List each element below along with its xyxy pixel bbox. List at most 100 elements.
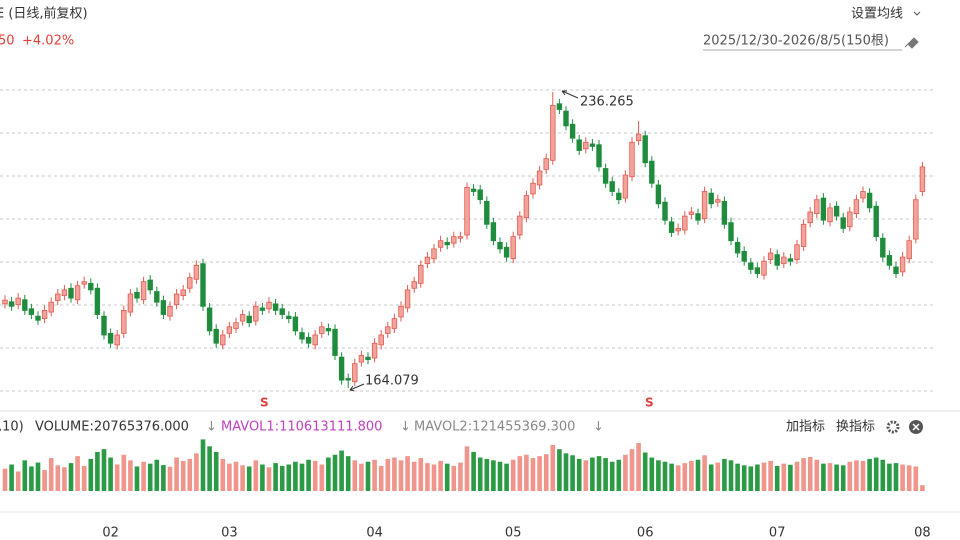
candle-body — [470, 188, 477, 192]
candle-body — [899, 256, 906, 273]
volume-bar — [88, 458, 94, 491]
candle-body — [305, 337, 312, 344]
volume-bar — [695, 459, 701, 491]
candle-body — [338, 356, 345, 381]
mavol2: MAVOL2:121455369.300 — [414, 420, 575, 435]
volume-bar — [121, 454, 127, 491]
volume-bar — [108, 457, 113, 491]
candle-body — [319, 326, 325, 334]
x-tick-label: 08 — [914, 526, 931, 540]
price: 50 — [0, 34, 15, 49]
volume-bar — [9, 464, 14, 491]
volume-bar — [95, 451, 100, 491]
candle-body — [847, 211, 853, 228]
add-indicator[interactable]: 加指标 — [786, 420, 825, 435]
candle-body — [484, 200, 490, 225]
volume-bar — [161, 465, 166, 491]
candle-body — [536, 170, 543, 186]
volume-bar — [920, 485, 925, 491]
candle-body — [833, 205, 840, 217]
volume-bar — [761, 462, 767, 491]
candle-body — [635, 133, 642, 142]
volume-bar — [431, 464, 437, 491]
volume-bar — [583, 460, 589, 491]
candle-body — [140, 281, 147, 301]
candle-body — [734, 241, 741, 254]
candle-body — [180, 289, 186, 297]
candle-body — [457, 236, 464, 239]
volume-bar — [425, 463, 430, 491]
high-label: 236.265 — [580, 95, 634, 110]
volume-bar — [42, 470, 47, 491]
candle-body — [688, 211, 695, 215]
candle-body — [721, 200, 728, 225]
volume-bar — [101, 449, 107, 491]
mavol1: MAVOL1:110613111.800 — [221, 420, 382, 435]
candle-body — [437, 240, 444, 248]
volume-bar — [774, 465, 780, 491]
volume-bar — [827, 463, 833, 491]
volume-bar — [319, 464, 325, 491]
volume-bar — [246, 466, 252, 491]
volume-bar — [378, 465, 384, 491]
gear-icon[interactable] — [886, 420, 900, 434]
volume-bar — [913, 466, 919, 491]
volume-bar — [365, 461, 371, 491]
candle-body — [517, 215, 523, 236]
ma-settings[interactable]: 设置均线 — [851, 7, 903, 22]
volume-bar — [418, 458, 424, 491]
x-tick-label: 02 — [102, 526, 119, 540]
volume-bar — [352, 460, 358, 491]
chart-title: E (日线,前复权) — [0, 6, 88, 22]
volume-bar — [62, 467, 67, 491]
candle-body — [820, 197, 827, 221]
candle-body — [728, 222, 734, 242]
signal[interactable]: S — [260, 396, 269, 410]
candle-body — [649, 160, 655, 184]
volume-bar — [814, 459, 820, 491]
candle-body — [708, 192, 714, 205]
switch-indicator[interactable]: 换指标 — [836, 420, 875, 435]
candle-body — [226, 326, 233, 334]
candle-body — [550, 104, 556, 161]
candle-body — [220, 334, 226, 346]
candle-body — [767, 252, 774, 260]
volume-bar — [68, 463, 74, 491]
candle-body — [107, 332, 114, 344]
candle-body — [68, 287, 74, 299]
volume-bar — [174, 457, 179, 491]
signal[interactable]: S — [645, 396, 654, 410]
volume-bar — [326, 457, 331, 491]
volume-bar — [306, 459, 311, 491]
volume-bar — [484, 458, 490, 491]
candle-body — [299, 332, 305, 340]
candle-body — [398, 305, 404, 318]
volume-bar — [405, 456, 410, 491]
volume-bar — [194, 453, 199, 491]
candle-body — [28, 308, 35, 315]
candle-body — [187, 277, 193, 289]
pin-icon[interactable] — [904, 37, 919, 49]
candle-body — [464, 186, 470, 236]
candle-body — [55, 293, 61, 301]
volume-bar — [332, 454, 338, 491]
arrow-icon: ↓ — [400, 420, 411, 435]
candle-body — [913, 199, 919, 240]
candle-body — [259, 307, 266, 311]
candle-body — [173, 293, 180, 306]
x-tick-label: 04 — [366, 526, 383, 540]
candle-body — [530, 182, 536, 195]
volume-bar — [517, 456, 523, 491]
volume-bar — [266, 467, 272, 491]
candle-body — [589, 143, 596, 147]
volume-bar — [29, 466, 34, 491]
candle-body — [761, 260, 767, 276]
candle-body — [629, 141, 635, 178]
candle-body — [748, 262, 754, 270]
date-range: 2025/12/30-2026/8/5(150根) — [703, 34, 889, 49]
candle-body — [167, 305, 173, 317]
candle-body — [668, 221, 675, 233]
candle-body — [602, 168, 609, 184]
volume-bar — [715, 462, 721, 491]
close-x — [912, 423, 920, 431]
